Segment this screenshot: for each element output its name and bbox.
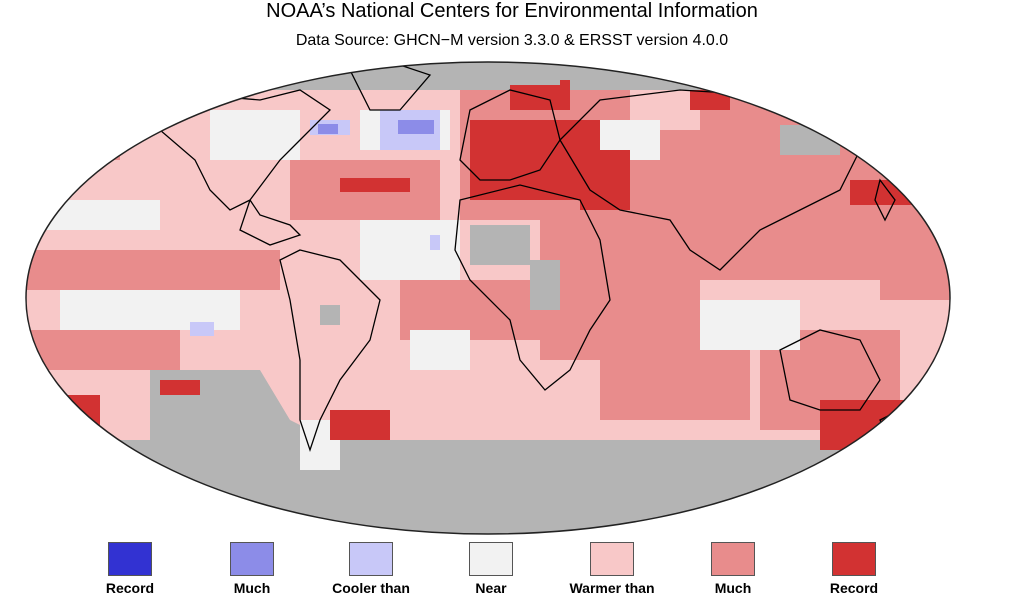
- much-cooler-greenland: [318, 124, 338, 134]
- legend-swatch-6: [832, 542, 876, 576]
- globe-border: [25, 61, 951, 535]
- near-average-pacific-north: [40, 200, 160, 230]
- no-data-arctic-europe: [480, 62, 560, 85]
- legend-swatch-2: [349, 542, 393, 576]
- asia-outline: [559, 89, 861, 271]
- record-warm-siberia: [690, 90, 730, 110]
- africa-outline: [454, 184, 611, 391]
- legend-label-2: Cooler than: [332, 580, 410, 596]
- no-data-sahara: [470, 225, 530, 265]
- record-warm-tasman-sea: [820, 400, 940, 450]
- legend-label-5: Much: [714, 580, 752, 596]
- legend-swatch-1: [230, 542, 274, 576]
- record-warm-pacific-south-2: [160, 380, 200, 395]
- japan-outline: [874, 178, 896, 222]
- legend-swatch-0: [108, 542, 152, 576]
- much-cooler-atlantic-north: [398, 120, 434, 134]
- near-average-indian-east: [700, 300, 800, 350]
- south-america-outline: [279, 249, 381, 453]
- legend-swatch-4: [590, 542, 634, 576]
- much-warmer-pacific-north: [26, 100, 120, 160]
- record-warm-atlantic-south: [330, 410, 390, 440]
- legend-label-4: Warmer than: [569, 580, 655, 596]
- much-warmer-pacific-equator: [26, 250, 280, 290]
- cooler-africa-west: [430, 235, 440, 250]
- legend-label-3: Near: [475, 580, 507, 596]
- map-subtitle: Data Source: GHCN−M version 3.3.0 & ERSS…: [295, 32, 729, 49]
- legend-swatch-3: [469, 542, 513, 576]
- no-data-central-africa: [530, 260, 560, 310]
- near-average-atlantic-south: [410, 330, 470, 370]
- legend-label-1: Much: [233, 580, 271, 596]
- near-average-atlantic-tropics: [360, 220, 460, 280]
- no-data-amazon: [320, 305, 340, 325]
- cooler-pacific-south: [190, 322, 214, 336]
- legend-swatch-5: [711, 542, 755, 576]
- north-america-outline: [149, 89, 332, 246]
- record-warm-middle-east: [580, 150, 630, 210]
- legend-label-0: Record: [105, 580, 155, 596]
- much-warmer-pacific-east: [880, 220, 950, 300]
- much-warmer-indian-ocean: [600, 340, 750, 420]
- legend-label-6: Record: [829, 580, 879, 596]
- much-warmer-pacific-south: [30, 330, 180, 370]
- temperature-anomaly-map: [25, 61, 951, 535]
- near-average-canada: [210, 110, 300, 160]
- australia-outline: [779, 329, 881, 411]
- record-warm-europe: [470, 120, 600, 200]
- record-warm-pacific-south: [30, 395, 100, 435]
- map-title: NOAA’s National Centers for Environmenta…: [266, 0, 758, 22]
- record-warm-atlantic: [340, 178, 410, 192]
